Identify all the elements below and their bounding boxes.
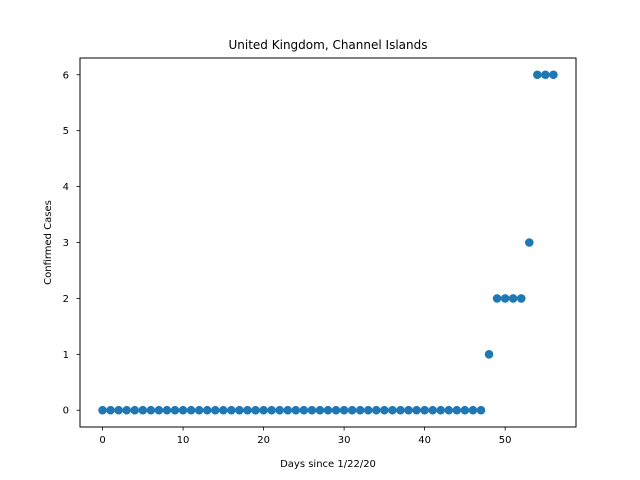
y-tick-label: 1 — [63, 350, 69, 361]
data-point — [363, 405, 373, 415]
y-axis-ticks: 0 1 2 3 4 5 6 — [63, 70, 80, 417]
data-point — [315, 405, 325, 415]
data-point — [243, 405, 252, 415]
data-point — [162, 405, 172, 415]
data-point — [194, 405, 204, 415]
data-point — [114, 405, 123, 415]
data-point — [227, 405, 236, 415]
chart-title: United Kingdom, Channel Islands — [229, 38, 428, 52]
x-tick-label: 40 — [418, 435, 431, 446]
y-axis-label: Confirmed Cases — [43, 200, 54, 285]
data-point — [396, 405, 405, 415]
data-point — [219, 405, 228, 415]
data-point — [549, 70, 558, 80]
data-point — [500, 294, 510, 303]
data-point — [516, 294, 526, 303]
data-points — [98, 70, 558, 415]
y-tick-label: 2 — [63, 294, 69, 305]
data-point — [468, 405, 478, 415]
data-point — [267, 405, 276, 415]
data-point — [380, 405, 389, 415]
data-point — [412, 405, 421, 415]
data-point — [339, 405, 349, 415]
data-point — [347, 405, 357, 415]
data-point — [525, 238, 534, 247]
data-point — [355, 405, 365, 415]
data-point — [235, 405, 244, 415]
data-point — [154, 405, 164, 415]
data-point — [138, 405, 148, 415]
data-point — [372, 405, 381, 415]
y-tick-label: 6 — [63, 70, 69, 81]
data-point — [404, 405, 413, 415]
data-point — [170, 405, 180, 415]
x-tick-label: 20 — [257, 435, 270, 446]
data-point — [323, 405, 333, 415]
data-point — [275, 405, 284, 415]
data-point — [452, 405, 462, 415]
data-point — [428, 405, 437, 415]
x-axis-label: Days since 1/22/20 — [280, 459, 376, 470]
y-tick-label: 0 — [63, 406, 69, 417]
data-point — [291, 405, 301, 415]
data-point — [484, 350, 494, 359]
data-point — [476, 405, 486, 415]
data-point — [210, 405, 220, 415]
x-tick-label: 50 — [499, 435, 512, 446]
data-point — [492, 294, 502, 303]
y-tick-label: 5 — [63, 126, 69, 137]
x-tick-label: 10 — [177, 435, 190, 446]
data-point — [388, 405, 397, 415]
data-point — [202, 405, 212, 415]
data-point — [533, 70, 542, 80]
data-point — [130, 405, 140, 415]
data-point — [283, 405, 293, 415]
data-point — [460, 405, 470, 415]
x-axis-ticks: 0 10 20 30 40 50 — [99, 427, 512, 446]
data-point — [444, 405, 454, 415]
data-point — [186, 405, 196, 415]
data-point — [178, 405, 188, 415]
data-point — [122, 405, 131, 415]
data-point — [146, 405, 156, 415]
data-point — [331, 405, 341, 415]
data-point — [259, 405, 268, 415]
data-point — [420, 405, 429, 415]
data-point — [307, 405, 317, 415]
data-point — [106, 405, 115, 415]
data-point — [541, 70, 550, 80]
plot-frame — [79, 57, 577, 428]
data-point — [299, 405, 309, 415]
x-tick-label: 30 — [338, 435, 351, 446]
x-tick-label: 0 — [99, 435, 105, 446]
data-point — [436, 405, 446, 415]
y-tick-label: 3 — [63, 238, 69, 249]
data-point — [98, 405, 107, 415]
data-point — [251, 405, 260, 415]
y-tick-label: 4 — [63, 182, 69, 193]
data-point — [508, 294, 518, 303]
